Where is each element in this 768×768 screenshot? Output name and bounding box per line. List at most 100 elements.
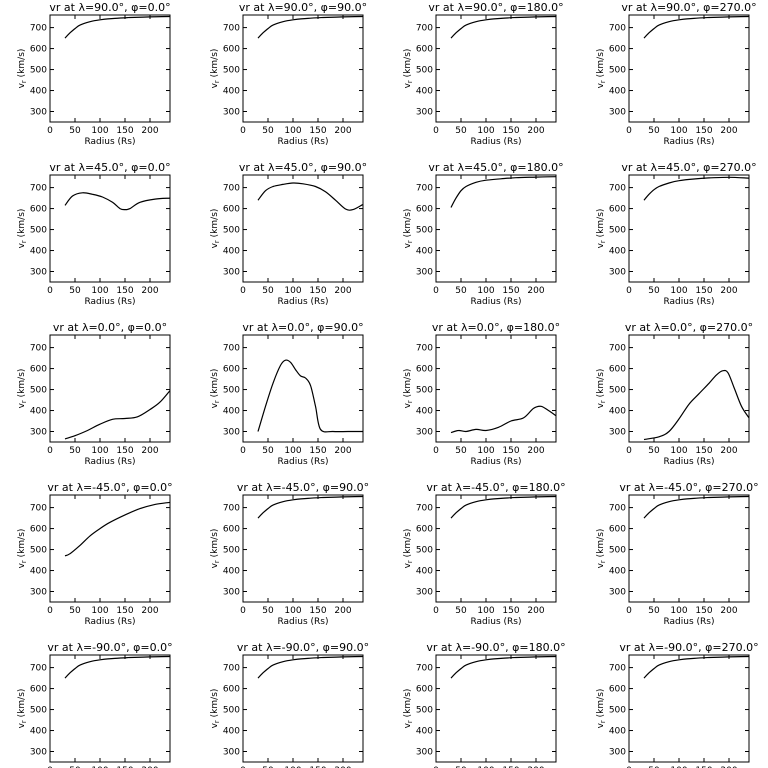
x-tick-label: 150 [116, 766, 133, 768]
subplot-title: vr at λ=45.0°, φ=90.0° [239, 161, 367, 174]
plot-frame [242, 494, 364, 603]
x-axis-label: Radius (Rs) [277, 617, 328, 627]
plot-frame [49, 654, 171, 763]
y-tick-label: 600 [223, 365, 240, 375]
y-tick-label: 600 [609, 365, 626, 375]
x-tick-label: 200 [334, 606, 351, 616]
y-tick-label: 300 [609, 748, 626, 758]
x-tick-label: 200 [527, 606, 544, 616]
x-tick-label: 50 [262, 286, 274, 296]
x-tick-label: 100 [91, 606, 108, 616]
x-tick-label: 100 [284, 126, 301, 136]
y-tick-label: 400 [30, 727, 47, 737]
x-axis-label: Radius (Rs) [470, 297, 521, 307]
y-tick-label: 300 [223, 108, 240, 118]
data-series-line [643, 655, 750, 679]
subplot: vr at λ=0.0°, φ=270.0° 0 50 100 150 200 300 400… [596, 321, 753, 467]
x-tick-label: 50 [69, 446, 81, 456]
y-axis-label: vr (km/s) [210, 49, 221, 89]
x-tick-label: 100 [477, 766, 494, 768]
x-tick-label: 200 [720, 606, 737, 616]
x-tick-label: 200 [141, 286, 158, 296]
y-tick-label: 300 [609, 108, 626, 118]
subplot-title: vr at λ=90.0°, φ=90.0° [239, 1, 367, 14]
y-tick-label: 300 [609, 428, 626, 438]
x-tick-label: 150 [309, 286, 326, 296]
plot-frame [628, 334, 750, 443]
y-tick-label: 400 [223, 247, 240, 257]
y-axis-label: vr (km/s) [210, 369, 221, 409]
subplot-title: vr at λ=45.0°, φ=180.0° [428, 161, 563, 174]
plot-frame [242, 14, 364, 123]
x-tick-label: 100 [670, 286, 687, 296]
x-tick-label: 150 [309, 606, 326, 616]
subplot-title: vr at λ=0.0°, φ=0.0° [53, 321, 167, 334]
x-tick-label: 100 [477, 126, 494, 136]
x-tick-label: 100 [670, 606, 687, 616]
x-tick-label: 150 [116, 286, 133, 296]
plot-frame [435, 494, 557, 603]
x-tick-label: 0 [626, 766, 632, 768]
plot-frame [242, 334, 364, 443]
y-tick-label: 700 [30, 24, 47, 34]
y-axis-label: vr (km/s) [596, 689, 607, 729]
x-tick-label: 50 [648, 286, 660, 296]
x-tick-label: 0 [47, 766, 53, 768]
y-tick-label: 500 [30, 706, 47, 716]
y-tick-label: 400 [30, 247, 47, 257]
y-tick-label: 300 [223, 588, 240, 598]
x-axis-label: Radius (Rs) [277, 137, 328, 147]
y-axis-label: vr (km/s) [17, 369, 28, 409]
y-axis-label: vr (km/s) [596, 529, 607, 569]
x-tick-label: 150 [309, 766, 326, 768]
x-tick-label: 150 [502, 126, 519, 136]
y-tick-label: 500 [609, 386, 626, 396]
x-tick-label: 100 [670, 446, 687, 456]
subplot: vr at λ=-45.0°, φ=0.0° 0 50 100 150 200 300 400… [17, 481, 173, 627]
x-tick-label: 100 [670, 766, 687, 768]
y-tick-label: 500 [416, 706, 433, 716]
x-tick-label: 50 [455, 126, 467, 136]
x-tick-label: 100 [91, 446, 108, 456]
x-tick-label: 0 [47, 606, 53, 616]
subplot: vr at λ=-45.0°, φ=270.0° 0 50 100 150 200 300 4… [596, 481, 759, 627]
y-axis-label: vr (km/s) [17, 529, 28, 569]
subplot: vr at λ=90.0°, φ=270.0° 0 50 100 150 200 300 40… [596, 1, 757, 147]
y-tick-label: 500 [223, 546, 240, 556]
y-tick-label: 500 [223, 386, 240, 396]
x-tick-label: 100 [477, 446, 494, 456]
x-tick-label: 150 [309, 446, 326, 456]
x-tick-label: 50 [69, 286, 81, 296]
x-axis-label: Radius (Rs) [663, 617, 714, 627]
x-tick-label: 200 [527, 286, 544, 296]
plot-frame [49, 14, 171, 123]
y-tick-label: 300 [30, 108, 47, 118]
y-tick-label: 600 [30, 525, 47, 535]
y-tick-label: 400 [609, 567, 626, 577]
y-tick-label: 500 [30, 546, 47, 556]
y-tick-label: 400 [30, 407, 47, 417]
y-tick-label: 700 [416, 664, 433, 674]
subplot-title: vr at λ=-90.0°, φ=90.0° [237, 641, 369, 654]
y-tick-label: 600 [609, 685, 626, 695]
data-series-line [450, 405, 557, 434]
plot-frame [435, 654, 557, 763]
y-tick-label: 600 [30, 365, 47, 375]
x-tick-label: 0 [433, 126, 439, 136]
x-tick-label: 200 [334, 286, 351, 296]
y-axis-label: vr (km/s) [403, 529, 414, 569]
subplot-title: vr at λ=90.0°, φ=270.0° [621, 1, 756, 14]
y-tick-label: 300 [609, 588, 626, 598]
x-tick-label: 50 [648, 766, 660, 768]
x-axis-label: Radius (Rs) [277, 457, 328, 467]
x-tick-label: 0 [240, 286, 246, 296]
y-tick-label: 500 [416, 386, 433, 396]
y-tick-label: 400 [223, 87, 240, 97]
subplot: vr at λ=45.0°, φ=270.0° 0 50 100 150 200 300 40… [596, 161, 757, 307]
data-series-line [64, 655, 171, 679]
x-tick-label: 50 [455, 606, 467, 616]
x-tick-label: 0 [626, 606, 632, 616]
x-tick-label: 200 [527, 766, 544, 768]
x-axis-label: Radius (Rs) [84, 617, 135, 627]
y-tick-label: 400 [416, 247, 433, 257]
